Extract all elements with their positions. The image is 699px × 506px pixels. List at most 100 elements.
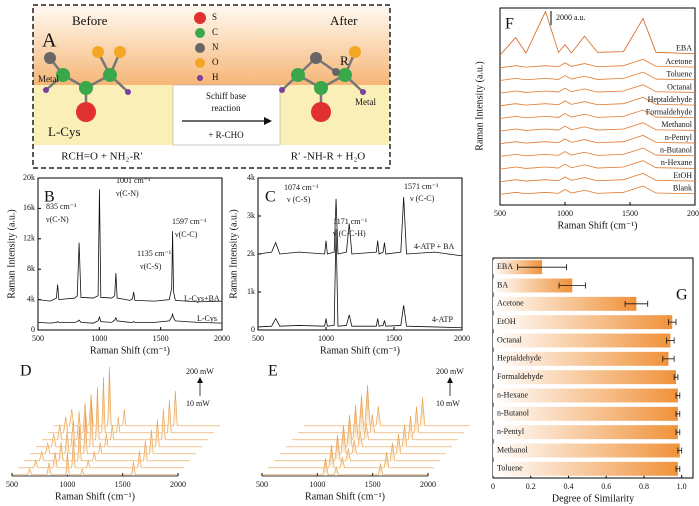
- category-label: BA: [497, 280, 508, 289]
- annotation: ν (C-C): [410, 194, 435, 203]
- legend-label: S: [212, 12, 217, 22]
- legend-label: C: [212, 27, 218, 37]
- annotation: 10 mW: [186, 399, 210, 408]
- x-axis-label: Raman Shift (cm⁻¹): [305, 491, 385, 502]
- spectrum: [37, 312, 223, 324]
- annotation: 200 mW: [436, 367, 464, 376]
- spectrum: [499, 134, 696, 145]
- x-tick-label: 1000: [91, 334, 107, 343]
- trace: [54, 366, 220, 427]
- annotation: ν (C-S): [287, 195, 311, 204]
- x-tick-label: 0.6: [601, 482, 611, 491]
- x-tick-label: 500: [494, 209, 506, 218]
- annotation: 1571 cm⁻¹: [404, 182, 439, 191]
- y-tick-label: 16k: [23, 203, 35, 212]
- atom-legend: S C N O H: [194, 12, 219, 82]
- annotation: ν(C-S): [140, 262, 162, 271]
- y-tick-label: 4k: [247, 173, 255, 182]
- trace: [274, 434, 440, 462]
- atoms: [43, 46, 366, 122]
- x-tick-label: 1500: [386, 334, 402, 343]
- label: After: [330, 13, 358, 28]
- trace: [12, 451, 178, 476]
- legend-label: O: [212, 57, 219, 67]
- x-tick-label: 1000: [557, 209, 573, 218]
- trace: [30, 412, 196, 455]
- x-tick-label: 1500: [115, 480, 131, 489]
- legend-label: H: [212, 72, 219, 82]
- panel-a: S C N O H A Before After Metal Metal L-C…: [32, 4, 391, 169]
- metal-surface: [280, 85, 390, 145]
- panel-letter: A: [42, 30, 57, 52]
- panel-letter: F: [505, 16, 514, 33]
- x-tick-label: 500: [32, 334, 44, 343]
- x-tick-label: 0: [491, 482, 495, 491]
- bar: [493, 278, 573, 293]
- arrow-head: [447, 377, 453, 383]
- y-tick-label: 0: [31, 325, 35, 334]
- annotation: 1135 cm⁻¹: [137, 249, 172, 258]
- series-label: 4-ATP: [432, 315, 453, 324]
- x-tick-label: 1000: [318, 334, 334, 343]
- spectrum: [499, 185, 696, 195]
- spectrum: [499, 147, 696, 157]
- annotation: 10 mW: [436, 399, 460, 408]
- x-axis-label: Raman Shift (cm⁻¹): [320, 345, 400, 356]
- category-label: n-Pentyl: [497, 427, 525, 436]
- x-tick-label: 500: [252, 334, 264, 343]
- bar: [493, 315, 673, 330]
- trace: [298, 394, 464, 434]
- label: L-Cys: [48, 124, 81, 139]
- spectrum: [499, 122, 696, 132]
- label: R: [340, 53, 349, 68]
- series-label: EtOH: [673, 171, 692, 180]
- equation: R′ -NH-R + H₂O: [291, 151, 366, 163]
- series-label: L-Cys+BA: [184, 294, 220, 303]
- x-axis-label: Raman Shift (cm⁻¹): [558, 220, 638, 231]
- series-label: Heptaldehyde: [648, 95, 693, 104]
- annotation: ν (C-C-H): [333, 229, 366, 238]
- x-tick-label: 1500: [365, 480, 381, 489]
- trace: [268, 444, 434, 469]
- x-axis-label: Raman Shift (cm⁻¹): [90, 345, 170, 356]
- spectrum: [499, 84, 696, 94]
- trace: [292, 404, 458, 441]
- y-axis-label: Raman Intensity (a.u.): [228, 209, 239, 298]
- scale-bar-label: 2000 a.u.: [556, 13, 586, 22]
- panel-border: [32, 4, 391, 169]
- series-label: n-Pentyl: [665, 133, 693, 142]
- trace: [48, 376, 214, 434]
- bar: [493, 461, 678, 476]
- plot-frame: [499, 7, 696, 206]
- panel-letter: B: [44, 189, 55, 206]
- label: Metal: [38, 74, 59, 84]
- series-label: Blank: [673, 184, 692, 193]
- category-label: Acetone: [497, 299, 524, 308]
- category-label: n-Butanol: [497, 409, 530, 418]
- x-tick-label: 2000: [214, 334, 230, 343]
- arrow-head: [197, 377, 203, 383]
- bar: [493, 333, 671, 348]
- category-label: Toluene: [497, 464, 523, 473]
- bar: [493, 425, 678, 440]
- series-label: EBA: [676, 44, 692, 53]
- spectrum: [499, 172, 696, 183]
- panel-letter: C: [265, 189, 276, 206]
- category-label: n-Hexane: [497, 390, 529, 399]
- series-label: 4-ATP + BA: [414, 242, 454, 251]
- spectrum: [257, 196, 463, 257]
- category-label: Methanol: [497, 445, 528, 454]
- spectrum: [257, 229, 463, 329]
- category-label: Heptaldehyde: [497, 354, 542, 363]
- category-label: EtOH: [497, 317, 516, 326]
- metal-surface: [33, 85, 173, 145]
- x-tick-label: 2000: [687, 209, 699, 218]
- trace: [286, 414, 452, 448]
- arrow-head: [264, 117, 272, 125]
- category-label: EBA: [497, 262, 513, 271]
- y-tick-label: 8k: [27, 264, 35, 273]
- spectrum: [499, 109, 696, 119]
- annotation: ν(C-C): [175, 230, 198, 239]
- y-tick-label: 4k: [27, 294, 35, 303]
- y-tick-label: 3k: [247, 211, 255, 220]
